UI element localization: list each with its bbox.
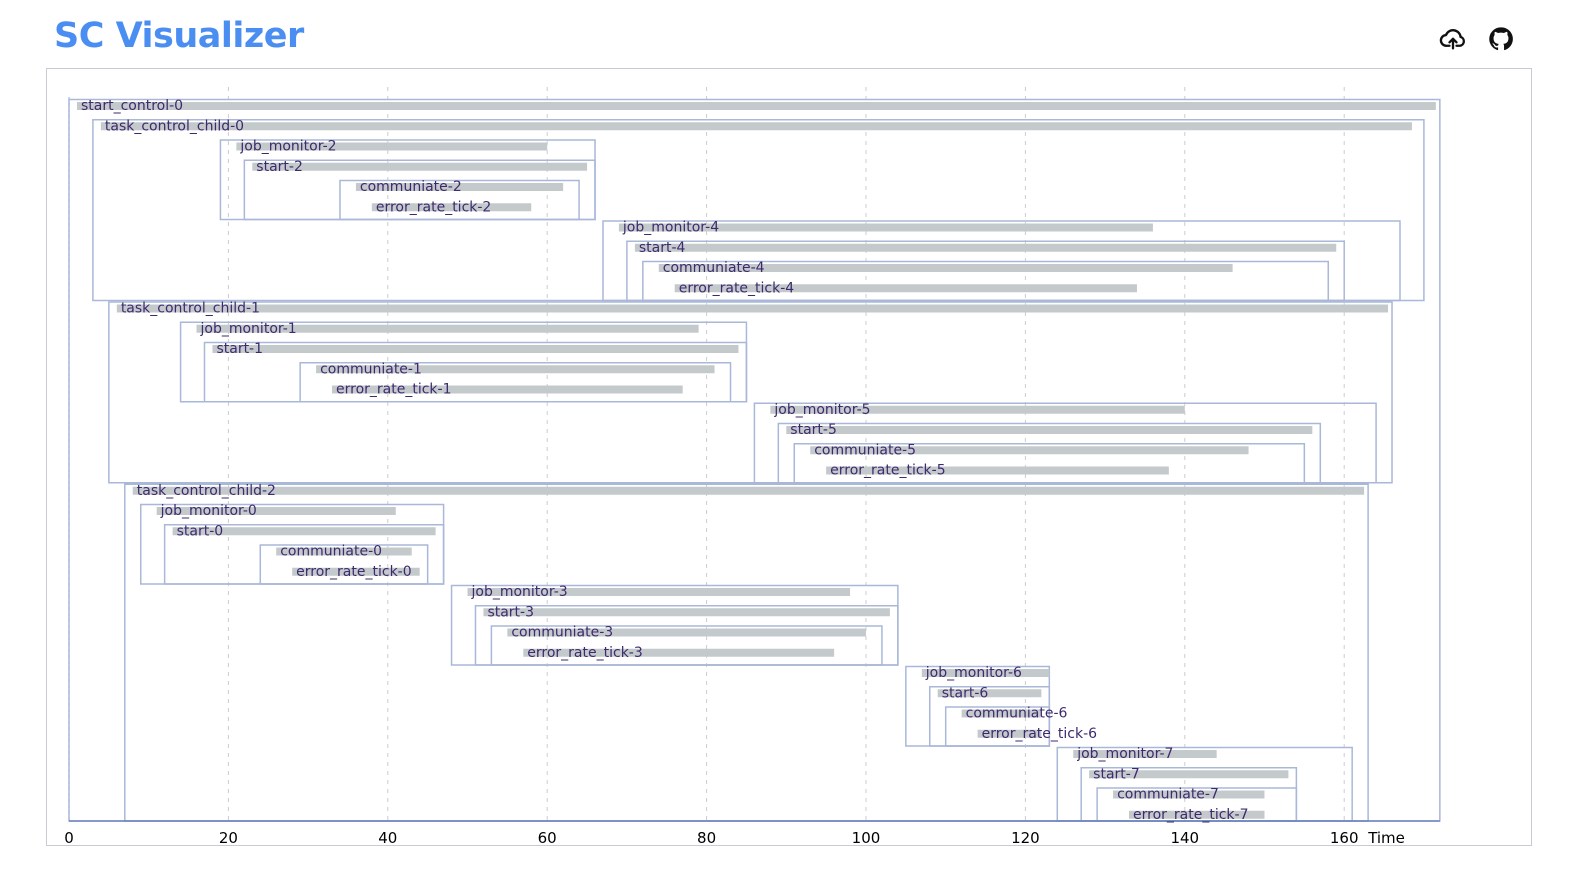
span-label: start-2 bbox=[256, 159, 303, 175]
span-label: error_rate_tick-4 bbox=[679, 280, 795, 296]
span-bar bbox=[1129, 810, 1265, 819]
span-label: start-6 bbox=[942, 685, 989, 701]
span-bar bbox=[100, 122, 1412, 131]
span-label: job_monitor-2 bbox=[239, 139, 336, 155]
span-bar bbox=[961, 709, 1042, 718]
span-label: error_rate_tick-3 bbox=[527, 645, 642, 661]
span-bar bbox=[634, 243, 1337, 252]
span-bar bbox=[236, 142, 548, 151]
span-label: start-1 bbox=[216, 341, 263, 357]
span-bar bbox=[212, 345, 739, 353]
group-box bbox=[299, 362, 732, 403]
x-tick-label: 140 bbox=[1170, 829, 1199, 845]
x-tick-label: 80 bbox=[697, 829, 716, 845]
span-bar bbox=[1073, 750, 1217, 758]
span-bar bbox=[196, 324, 699, 333]
group-box bbox=[490, 625, 883, 666]
span-bar bbox=[276, 547, 412, 556]
span-bar bbox=[810, 446, 1249, 455]
span-label: task_control_child-1 bbox=[121, 301, 260, 317]
x-tick-label: 120 bbox=[1011, 829, 1040, 845]
span-bar bbox=[156, 507, 396, 515]
span-label: start-7 bbox=[1093, 766, 1140, 782]
span-label: task_control_child-2 bbox=[137, 483, 276, 499]
span-bar bbox=[116, 304, 1389, 313]
span-label: communiate-7 bbox=[1117, 787, 1219, 803]
span-bar bbox=[786, 426, 1313, 434]
span-label: communiate-4 bbox=[663, 260, 765, 276]
span-bar bbox=[618, 223, 1153, 232]
span-label: job_monitor-5 bbox=[773, 402, 870, 418]
x-axis-label: Time bbox=[1367, 829, 1405, 845]
x-tick-label: 20 bbox=[219, 829, 238, 845]
span-bar bbox=[921, 669, 1050, 677]
span-bar bbox=[507, 628, 866, 637]
x-tick-label: 60 bbox=[538, 829, 557, 845]
span-label: error_rate_tick-2 bbox=[376, 199, 491, 215]
span-label: error_rate_tick-0 bbox=[296, 564, 411, 580]
span-label: start-0 bbox=[177, 523, 224, 539]
chart-panel: start_control-0 task_control_child-0 job_m… bbox=[46, 68, 1532, 846]
span-bar bbox=[292, 567, 420, 576]
span-bar bbox=[674, 284, 1137, 293]
gantt-chart: start_control-0 task_control_child-0 job_m… bbox=[64, 87, 1441, 845]
span-label: job_monitor-0 bbox=[160, 503, 257, 519]
x-tick-label: 40 bbox=[378, 829, 397, 845]
span-label: error_rate_tick-7 bbox=[1133, 807, 1248, 823]
group-box bbox=[793, 443, 1306, 484]
span-label: communiate-5 bbox=[814, 442, 916, 458]
span-label: communiate-3 bbox=[511, 625, 613, 641]
span-label: job_monitor-1 bbox=[200, 321, 297, 337]
span-bar bbox=[132, 486, 1365, 495]
span-bar bbox=[770, 405, 1185, 414]
span-bar bbox=[252, 162, 588, 171]
span-bar bbox=[371, 203, 532, 212]
span-label: start-5 bbox=[790, 422, 837, 438]
group-box bbox=[108, 301, 1393, 484]
group-box bbox=[259, 544, 429, 585]
x-tick-label: 160 bbox=[1330, 829, 1359, 845]
span-bar bbox=[826, 466, 1169, 475]
span-label: job_monitor-7 bbox=[1076, 746, 1173, 762]
span-bar bbox=[1089, 770, 1289, 779]
span-label: error_rate_tick-5 bbox=[830, 463, 945, 479]
page-title: SC Visualizer bbox=[54, 16, 304, 56]
group-box bbox=[642, 260, 1330, 302]
span-label: communiate-0 bbox=[280, 544, 382, 560]
span-label: error_rate_tick-1 bbox=[336, 382, 451, 398]
span-bar bbox=[467, 588, 851, 596]
span-label: start_control-0 bbox=[81, 98, 183, 114]
span-bar bbox=[977, 729, 1042, 738]
span-bar bbox=[172, 527, 436, 536]
group-box bbox=[944, 706, 1051, 747]
group-box bbox=[339, 179, 580, 221]
span-label: task_control_child-0 bbox=[105, 118, 244, 134]
span-label: communiate-1 bbox=[320, 361, 422, 377]
span-bar bbox=[355, 183, 564, 191]
span-label: communiate-2 bbox=[360, 179, 462, 195]
span-bar bbox=[523, 648, 835, 657]
span-label: job_monitor-6 bbox=[925, 665, 1022, 681]
span-bar bbox=[483, 608, 890, 617]
span-bar bbox=[658, 264, 1233, 272]
span-bar bbox=[316, 365, 715, 374]
span-label: error_rate_tick-6 bbox=[982, 726, 1098, 742]
x-tick-label: 100 bbox=[852, 829, 881, 845]
span-bar bbox=[937, 689, 1042, 698]
span-bar bbox=[76, 102, 1436, 110]
span-label: start-3 bbox=[487, 604, 534, 620]
github-button[interactable] bbox=[1484, 22, 1518, 56]
github-icon bbox=[1489, 27, 1513, 51]
span-bar bbox=[332, 385, 683, 394]
span-label: communiate-6 bbox=[966, 706, 1068, 722]
span-label: job_monitor-4 bbox=[622, 220, 719, 236]
span-label: job_monitor-3 bbox=[471, 584, 568, 600]
span-bar bbox=[1113, 790, 1265, 799]
span-label: start-4 bbox=[639, 240, 686, 256]
x-tick-label: 0 bbox=[64, 829, 74, 845]
cloud-upload-icon bbox=[1439, 29, 1465, 50]
upload-button[interactable] bbox=[1436, 22, 1470, 56]
